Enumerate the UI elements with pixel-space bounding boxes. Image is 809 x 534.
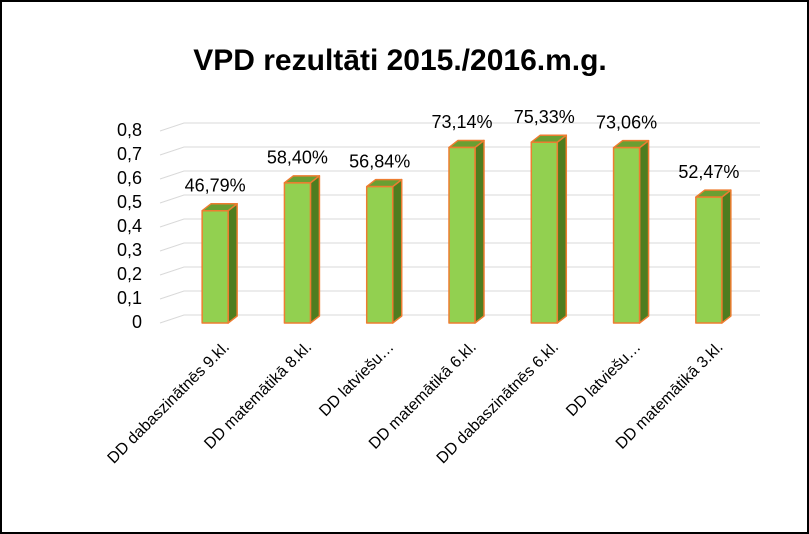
bar-front: [201, 209, 229, 324]
bar: [365, 178, 403, 324]
value-label: 56,84%: [349, 151, 410, 171]
grid-line: [159, 170, 760, 180]
y-tick-label: 0,3: [117, 240, 142, 260]
value-label: 73,14%: [431, 112, 492, 132]
bar: [695, 189, 732, 324]
bar-side: [721, 189, 732, 324]
value-label: 46,79%: [185, 175, 246, 195]
bar-side: [227, 202, 238, 324]
bar-side: [638, 139, 650, 324]
bar: [283, 175, 321, 324]
chart-title: VPD rezultāti 2015./2016.m.g.: [193, 44, 607, 77]
bar-front: [448, 146, 476, 324]
bar-front: [530, 141, 559, 324]
y-tick-label: 0: [132, 312, 142, 332]
value-label: 52,47%: [678, 162, 739, 182]
bar: [612, 139, 650, 324]
grid-line: [159, 194, 760, 204]
bar-front: [695, 196, 723, 324]
bar-front: [365, 185, 394, 324]
y-tick-label: 0,7: [117, 144, 142, 164]
bar-side: [474, 139, 485, 324]
bar: [201, 202, 238, 324]
bar-front: [612, 146, 641, 324]
grid-line: [159, 290, 760, 300]
grid-line: [159, 218, 760, 228]
value-label: 75,33%: [514, 107, 575, 127]
bar: [448, 139, 485, 324]
bar: [530, 134, 568, 324]
bar-side: [391, 178, 403, 324]
y-tick-label: 0,4: [117, 216, 142, 236]
y-tick-label: 0,6: [117, 168, 142, 188]
grid-line: [159, 146, 760, 156]
grid-line: [159, 314, 760, 324]
y-tick-label: 0,1: [117, 288, 142, 308]
y-tick-label: 0,2: [117, 264, 142, 284]
grid-line: [159, 242, 760, 252]
bar-front: [283, 182, 312, 324]
value-label: 58,40%: [267, 148, 328, 168]
bar-side: [309, 175, 321, 324]
y-tick-label: 0,5: [117, 192, 142, 212]
grid-line: [159, 122, 760, 132]
grid-line: [159, 266, 760, 276]
bar-side: [556, 134, 568, 324]
y-tick-label: 0,8: [117, 120, 142, 140]
value-label: 73,06%: [596, 112, 657, 132]
